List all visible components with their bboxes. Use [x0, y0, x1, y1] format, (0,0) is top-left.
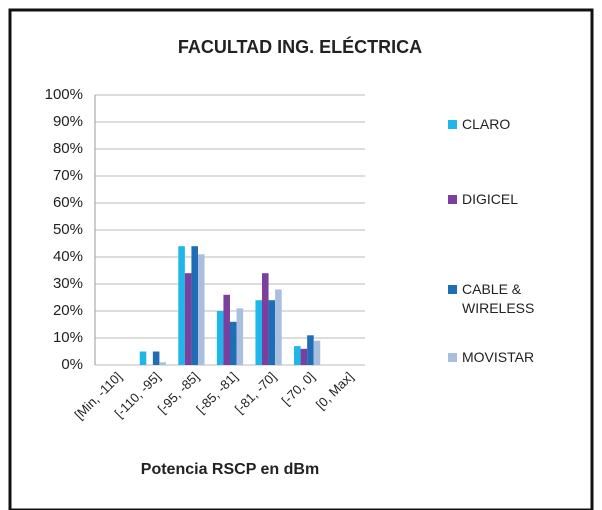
bar — [197, 254, 205, 365]
y-tick-label: 50% — [53, 221, 83, 238]
bar — [216, 311, 224, 365]
bar — [275, 289, 282, 365]
bar — [236, 308, 244, 365]
legend-label: MOVISTAR — [462, 349, 535, 365]
bar — [262, 273, 269, 365]
bar — [255, 300, 263, 365]
y-tick-label: 0% — [61, 356, 83, 373]
y-tick-label: 70% — [53, 167, 83, 184]
y-tick-label: 60% — [53, 194, 83, 211]
bar — [191, 246, 198, 365]
bar — [184, 273, 192, 365]
bar — [139, 351, 147, 365]
legend-label: CABLE & WIRELESS — [462, 281, 535, 316]
y-tick-label: 90% — [53, 113, 83, 130]
legend-label: CLARO — [462, 116, 511, 132]
bar — [230, 321, 237, 365]
legend-swatch — [448, 195, 457, 204]
frame — [8, 8, 594, 510]
y-tick-label: 80% — [53, 140, 83, 157]
y-tick-label: 30% — [53, 275, 83, 292]
bar — [268, 300, 276, 365]
chart-title: FACULTAD ING. ELÉCTRICA — [178, 36, 422, 57]
bar — [300, 348, 308, 365]
x-axis-title: Potencia RSCP en dBm — [141, 461, 319, 478]
bar — [159, 362, 166, 365]
bar — [178, 246, 185, 365]
bar — [307, 335, 314, 365]
y-tick-label: 20% — [53, 302, 83, 319]
legend-swatch — [448, 120, 457, 129]
legend-swatch — [448, 353, 457, 362]
y-tick-label: 100% — [45, 86, 83, 103]
y-tick-label: 40% — [53, 248, 83, 265]
bar — [313, 340, 321, 365]
bar — [223, 294, 230, 365]
legend-label: DIGICEL — [462, 191, 519, 207]
bar — [152, 351, 160, 365]
legend-swatch — [448, 285, 457, 294]
bar — [294, 346, 301, 365]
y-tick-label: 10% — [53, 329, 83, 346]
